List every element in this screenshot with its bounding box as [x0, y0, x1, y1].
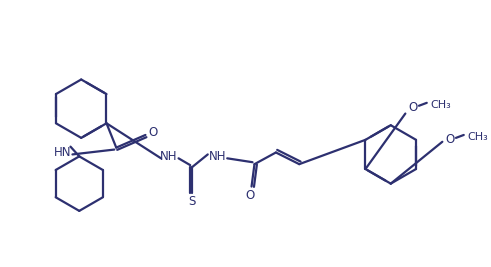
Text: HN: HN	[54, 146, 72, 159]
Text: NH: NH	[209, 150, 226, 163]
Text: CH₃: CH₃	[431, 100, 451, 110]
Text: O: O	[409, 101, 418, 114]
Text: NH: NH	[160, 150, 178, 163]
Text: O: O	[149, 125, 158, 139]
Text: CH₃: CH₃	[467, 132, 489, 142]
Text: S: S	[189, 195, 196, 208]
Text: O: O	[445, 133, 455, 146]
Text: O: O	[245, 189, 254, 202]
